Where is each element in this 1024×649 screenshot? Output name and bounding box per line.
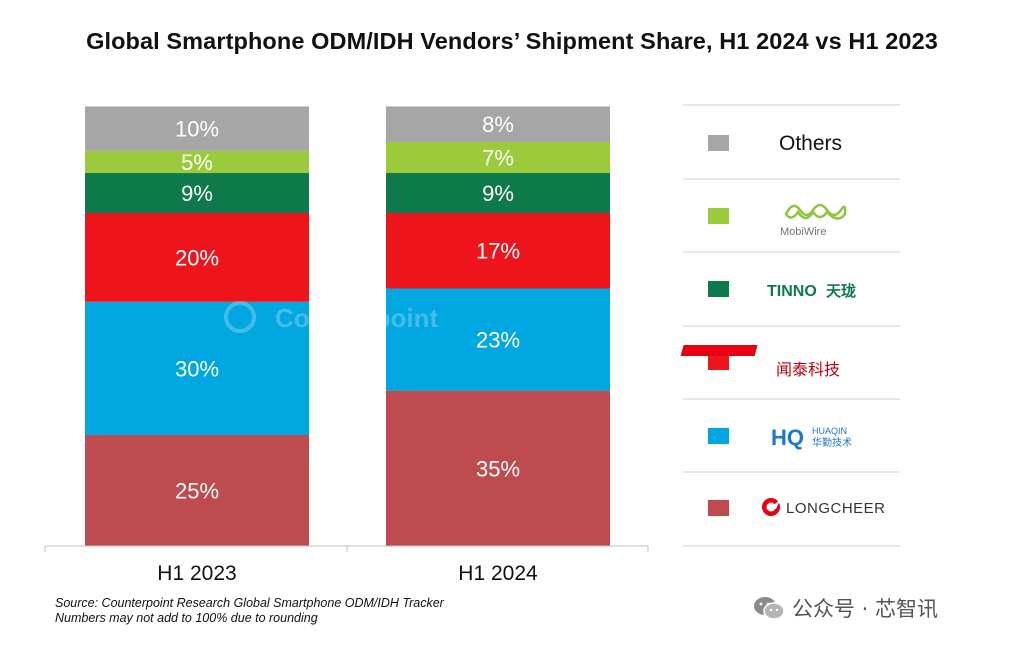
data-label: 25%	[175, 479, 219, 504]
longcheer-logo-icon	[762, 498, 780, 516]
bar-segment-huaqin-0	[85, 301, 309, 435]
legend-label-tinno-cn: 天珑	[826, 282, 856, 300]
data-labels-layer: 25% 30% 20% 9% 5% 10% 35% 23% 17% 9% 7% 8%	[175, 112, 520, 503]
legend-swatch-tinno	[708, 281, 729, 297]
channel-watermark: 公众号 · 芯智讯	[752, 593, 938, 623]
category-labels-layer: H1 2023 H1 2024	[157, 562, 538, 585]
legend-item-wingtech: WINGTECH 闻泰科技	[680, 345, 840, 379]
source-line: Source: Counterpoint Research Global Sma…	[55, 596, 444, 610]
legend-label-huaqin: HUAQIN	[812, 426, 847, 436]
channel-watermark-text: 公众号 · 芯智讯	[792, 597, 939, 621]
legend-swatch-others	[708, 135, 729, 151]
legend-item-longcheer: LONGCHEER	[708, 498, 886, 517]
legend-item-mobiwire: MobiWire	[708, 203, 847, 238]
legend-item-tinno: TINNO 天珑	[708, 281, 856, 300]
chart-title: Global Smartphone ODM/IDH Vendors’ Shipm…	[86, 28, 938, 54]
bar-segment-mobiwire-0	[85, 150, 309, 174]
legend-swatch-wingtech	[708, 354, 729, 370]
legend-label-others: Others	[779, 132, 842, 155]
legend-label-wingtech-cn: 闻泰科技	[776, 360, 840, 379]
legend-label-tinno: TINNO	[767, 283, 817, 300]
counterpoint-logo-icon	[224, 301, 256, 333]
x-tick-label: H1 2023	[157, 562, 236, 585]
data-label: 10%	[175, 117, 219, 142]
bar-segment-mobiwire-1	[386, 141, 610, 174]
wingtech-logo-icon	[680, 345, 758, 356]
legend-item-others: Others	[708, 132, 842, 155]
legend-swatch-longcheer	[708, 500, 729, 516]
counterpoint-watermark: Counterpoint	[224, 301, 439, 333]
bars-layer	[85, 106, 610, 546]
legend: Others MobiWire TINNO 天珑 WINGTECH 闻泰科技 H…	[680, 104, 900, 547]
rounding-note: Numbers may not add to 100% due to round…	[55, 611, 318, 625]
legend-label-huaqin-cn: 华勤技术	[812, 436, 852, 449]
data-label: 9%	[482, 181, 514, 206]
bar-segment-tinno-1	[386, 173, 610, 213]
legend-swatch-huaqin	[708, 428, 729, 444]
bar-segment-longcheer-0	[85, 435, 309, 546]
data-label: 35%	[476, 456, 520, 481]
data-label: 23%	[476, 328, 520, 353]
bar-segment-others-0	[85, 106, 309, 151]
legend-label-wingtech: WINGTECH	[786, 346, 835, 356]
huaqin-logo-icon: HQ	[771, 425, 804, 450]
data-label: 20%	[175, 245, 219, 270]
data-label: 5%	[181, 150, 213, 175]
data-label: 9%	[181, 181, 213, 206]
data-label: 30%	[175, 356, 219, 381]
legend-label-mobiwire: MobiWire	[780, 226, 826, 238]
data-label: 8%	[482, 112, 514, 137]
data-label: 7%	[482, 146, 514, 171]
counterpoint-watermark-text: Counterpoint	[275, 303, 439, 333]
mobiwire-logo-icon	[784, 203, 847, 220]
bar-segment-wingtech-1	[386, 213, 610, 289]
bar-segment-longcheer-1	[386, 390, 610, 546]
bar-segment-huaqin-1	[386, 288, 610, 391]
wechat-icon	[754, 597, 785, 620]
bar-segment-others-1	[386, 106, 610, 142]
legend-label-longcheer: LONGCHEER	[786, 500, 886, 517]
bar-segment-wingtech-0	[85, 213, 309, 302]
legend-item-huaqin: HQ HUAQIN 华勤技术	[708, 425, 852, 450]
data-label: 17%	[476, 239, 520, 264]
x-tick-label: H1 2024	[458, 562, 538, 585]
bar-segment-tinno-0	[85, 173, 309, 213]
source-note: Source: Counterpoint Research Global Sma…	[55, 596, 444, 626]
legend-swatch-mobiwire	[708, 208, 729, 224]
